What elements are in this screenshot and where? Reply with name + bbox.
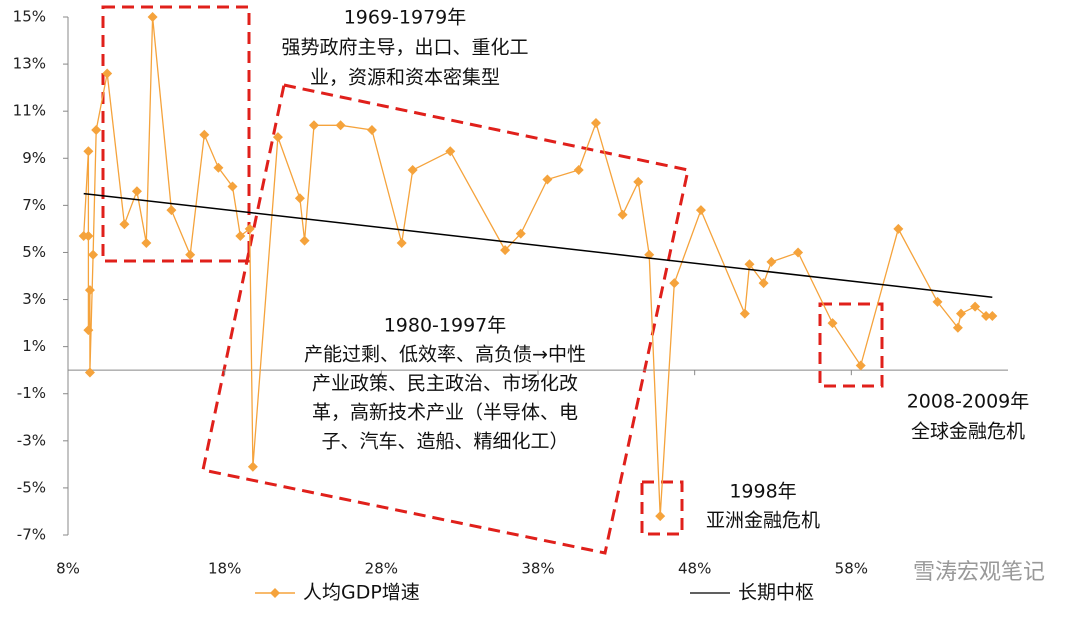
point [213,162,224,173]
y-tick-label: 5% [22,243,46,261]
x-tick-label: 58% [835,560,868,578]
y-tick-label: -5% [17,478,46,496]
point [970,301,981,312]
point [932,296,943,307]
point [744,259,755,270]
point [308,120,319,131]
legend-label: 人均GDP增速 [303,582,420,604]
y-tick-label: 11% [13,102,46,120]
point [83,325,94,336]
watermark: 雪涛宏观笔记 [913,560,1045,585]
point [827,318,838,329]
annotation: 全球金融危机 [911,421,1025,443]
point [294,193,305,204]
annotation: 亚洲金融危机 [706,510,820,532]
y-tick-label: 9% [22,149,46,167]
annotation: 革，高新技术产业（半导体、电 [312,402,578,424]
point [91,125,102,136]
point [617,209,628,220]
point [758,278,769,289]
point [227,181,238,192]
box-1980 [201,83,690,555]
point [131,186,142,197]
point [695,205,706,216]
legend-label: 长期中枢 [738,582,814,604]
box-2008 [818,302,884,388]
point [987,311,998,322]
point [893,223,904,234]
annotation: 业，资源和资本密集型 [310,67,500,89]
x-tick-label: 38% [521,560,554,578]
point [542,174,553,185]
point [335,120,346,131]
annotation: 1980-1997年 [384,315,507,337]
point [952,322,963,333]
point [956,308,966,319]
y-tick-label: 15% [13,8,46,26]
point [855,360,866,371]
point [185,249,196,260]
annotation: 产业政策、民主政治、市场化改 [312,373,578,395]
y-tick-label: -1% [17,384,46,402]
point [166,205,177,216]
point [147,12,158,22]
box-1969 [101,5,251,263]
point [669,278,680,289]
y-tick-label: -3% [17,431,46,449]
annotation: 产能过剩、低效率、高负债→中性 [304,344,586,366]
annotation: 1998年 [729,481,796,503]
point [84,285,95,296]
point [515,228,526,239]
x-tick-label: 8% [56,560,80,578]
point [141,238,152,249]
annotation: 1969-1979年 [344,7,467,29]
point [102,68,113,79]
y-tick-label: 3% [22,290,46,308]
point [83,146,94,157]
point [407,165,418,176]
point [235,230,246,241]
point [84,367,95,378]
point [655,511,666,522]
point [199,129,210,140]
point [500,245,511,256]
point [83,230,94,241]
point [247,461,258,472]
point [366,125,377,136]
point [766,256,777,267]
point [573,165,584,176]
point [88,249,99,260]
point [590,117,601,128]
y-tick-label: 7% [22,196,46,214]
point [396,238,407,249]
point [739,308,750,319]
series-line [83,192,993,298]
annotation: 2008-2009年 [907,391,1030,413]
point [272,132,283,143]
legend-marker [270,588,280,598]
annotation: 子、汽车、造船、精细化工） [321,431,568,453]
point [445,146,456,157]
point [299,235,310,246]
x-tick-label: 18% [208,560,241,578]
x-tick-label: 48% [678,560,711,578]
y-tick-label: 1% [22,337,46,355]
y-tick-label: 13% [13,55,46,73]
y-tick-label: -7% [17,526,46,544]
point [633,176,644,187]
point [244,223,255,234]
annotation: 强势政府主导，出口、重化工 [281,37,528,59]
point [119,219,130,230]
point [793,247,804,258]
x-tick-label: 28% [365,560,398,578]
point [981,311,992,322]
